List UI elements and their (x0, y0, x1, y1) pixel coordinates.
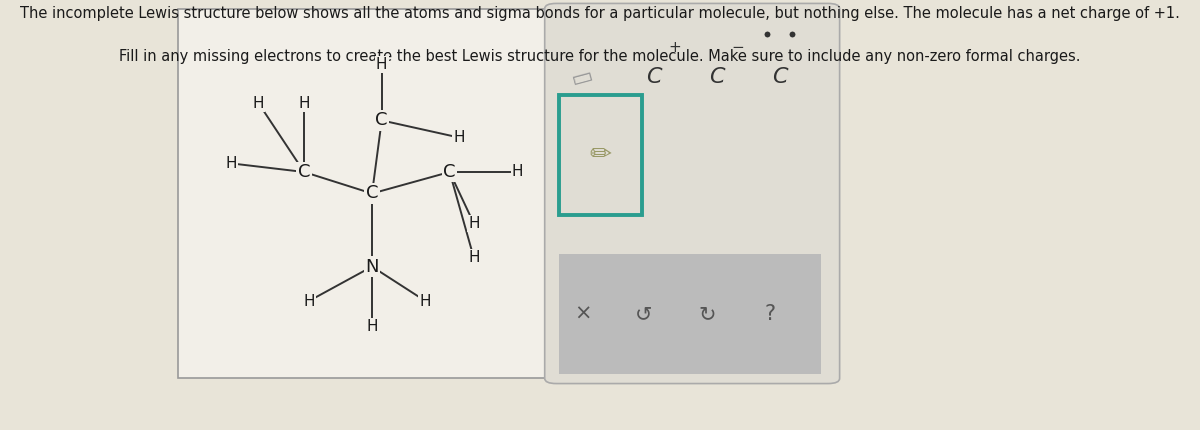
Text: H: H (511, 165, 523, 179)
Text: C: C (366, 184, 378, 203)
Text: ▭: ▭ (569, 63, 596, 92)
Text: +: + (668, 40, 682, 55)
Text: C: C (376, 111, 388, 129)
Text: ?: ? (764, 304, 775, 324)
Text: ×: × (574, 304, 592, 324)
Text: H: H (468, 216, 480, 231)
Text: H: H (304, 294, 314, 308)
Text: Fill in any missing electrons to create the best Lewis structure for the molecul: Fill in any missing electrons to create … (119, 49, 1081, 64)
FancyBboxPatch shape (545, 3, 840, 384)
Text: H: H (226, 156, 238, 171)
Text: H: H (420, 294, 431, 308)
Text: The incomplete Lewis structure below shows all the atoms and sigma bonds for a p: The incomplete Lewis structure below sho… (20, 6, 1180, 22)
Text: H: H (468, 251, 480, 265)
Text: H: H (454, 130, 466, 145)
Text: C: C (298, 163, 311, 181)
Text: C: C (772, 68, 787, 87)
Text: N: N (365, 258, 379, 276)
Text: C: C (646, 68, 661, 87)
Text: C: C (709, 68, 724, 87)
Bar (178, 9, 547, 378)
Text: ↻: ↻ (698, 304, 715, 324)
Text: H: H (299, 96, 310, 111)
Bar (559, 254, 821, 374)
Text: ↺: ↺ (635, 304, 653, 324)
Bar (559, 95, 642, 215)
Text: H: H (253, 96, 264, 111)
Text: C: C (443, 163, 456, 181)
Text: ✏: ✏ (589, 142, 612, 168)
Text: −: − (731, 40, 744, 55)
Text: H: H (366, 319, 378, 334)
Text: H: H (376, 57, 388, 72)
